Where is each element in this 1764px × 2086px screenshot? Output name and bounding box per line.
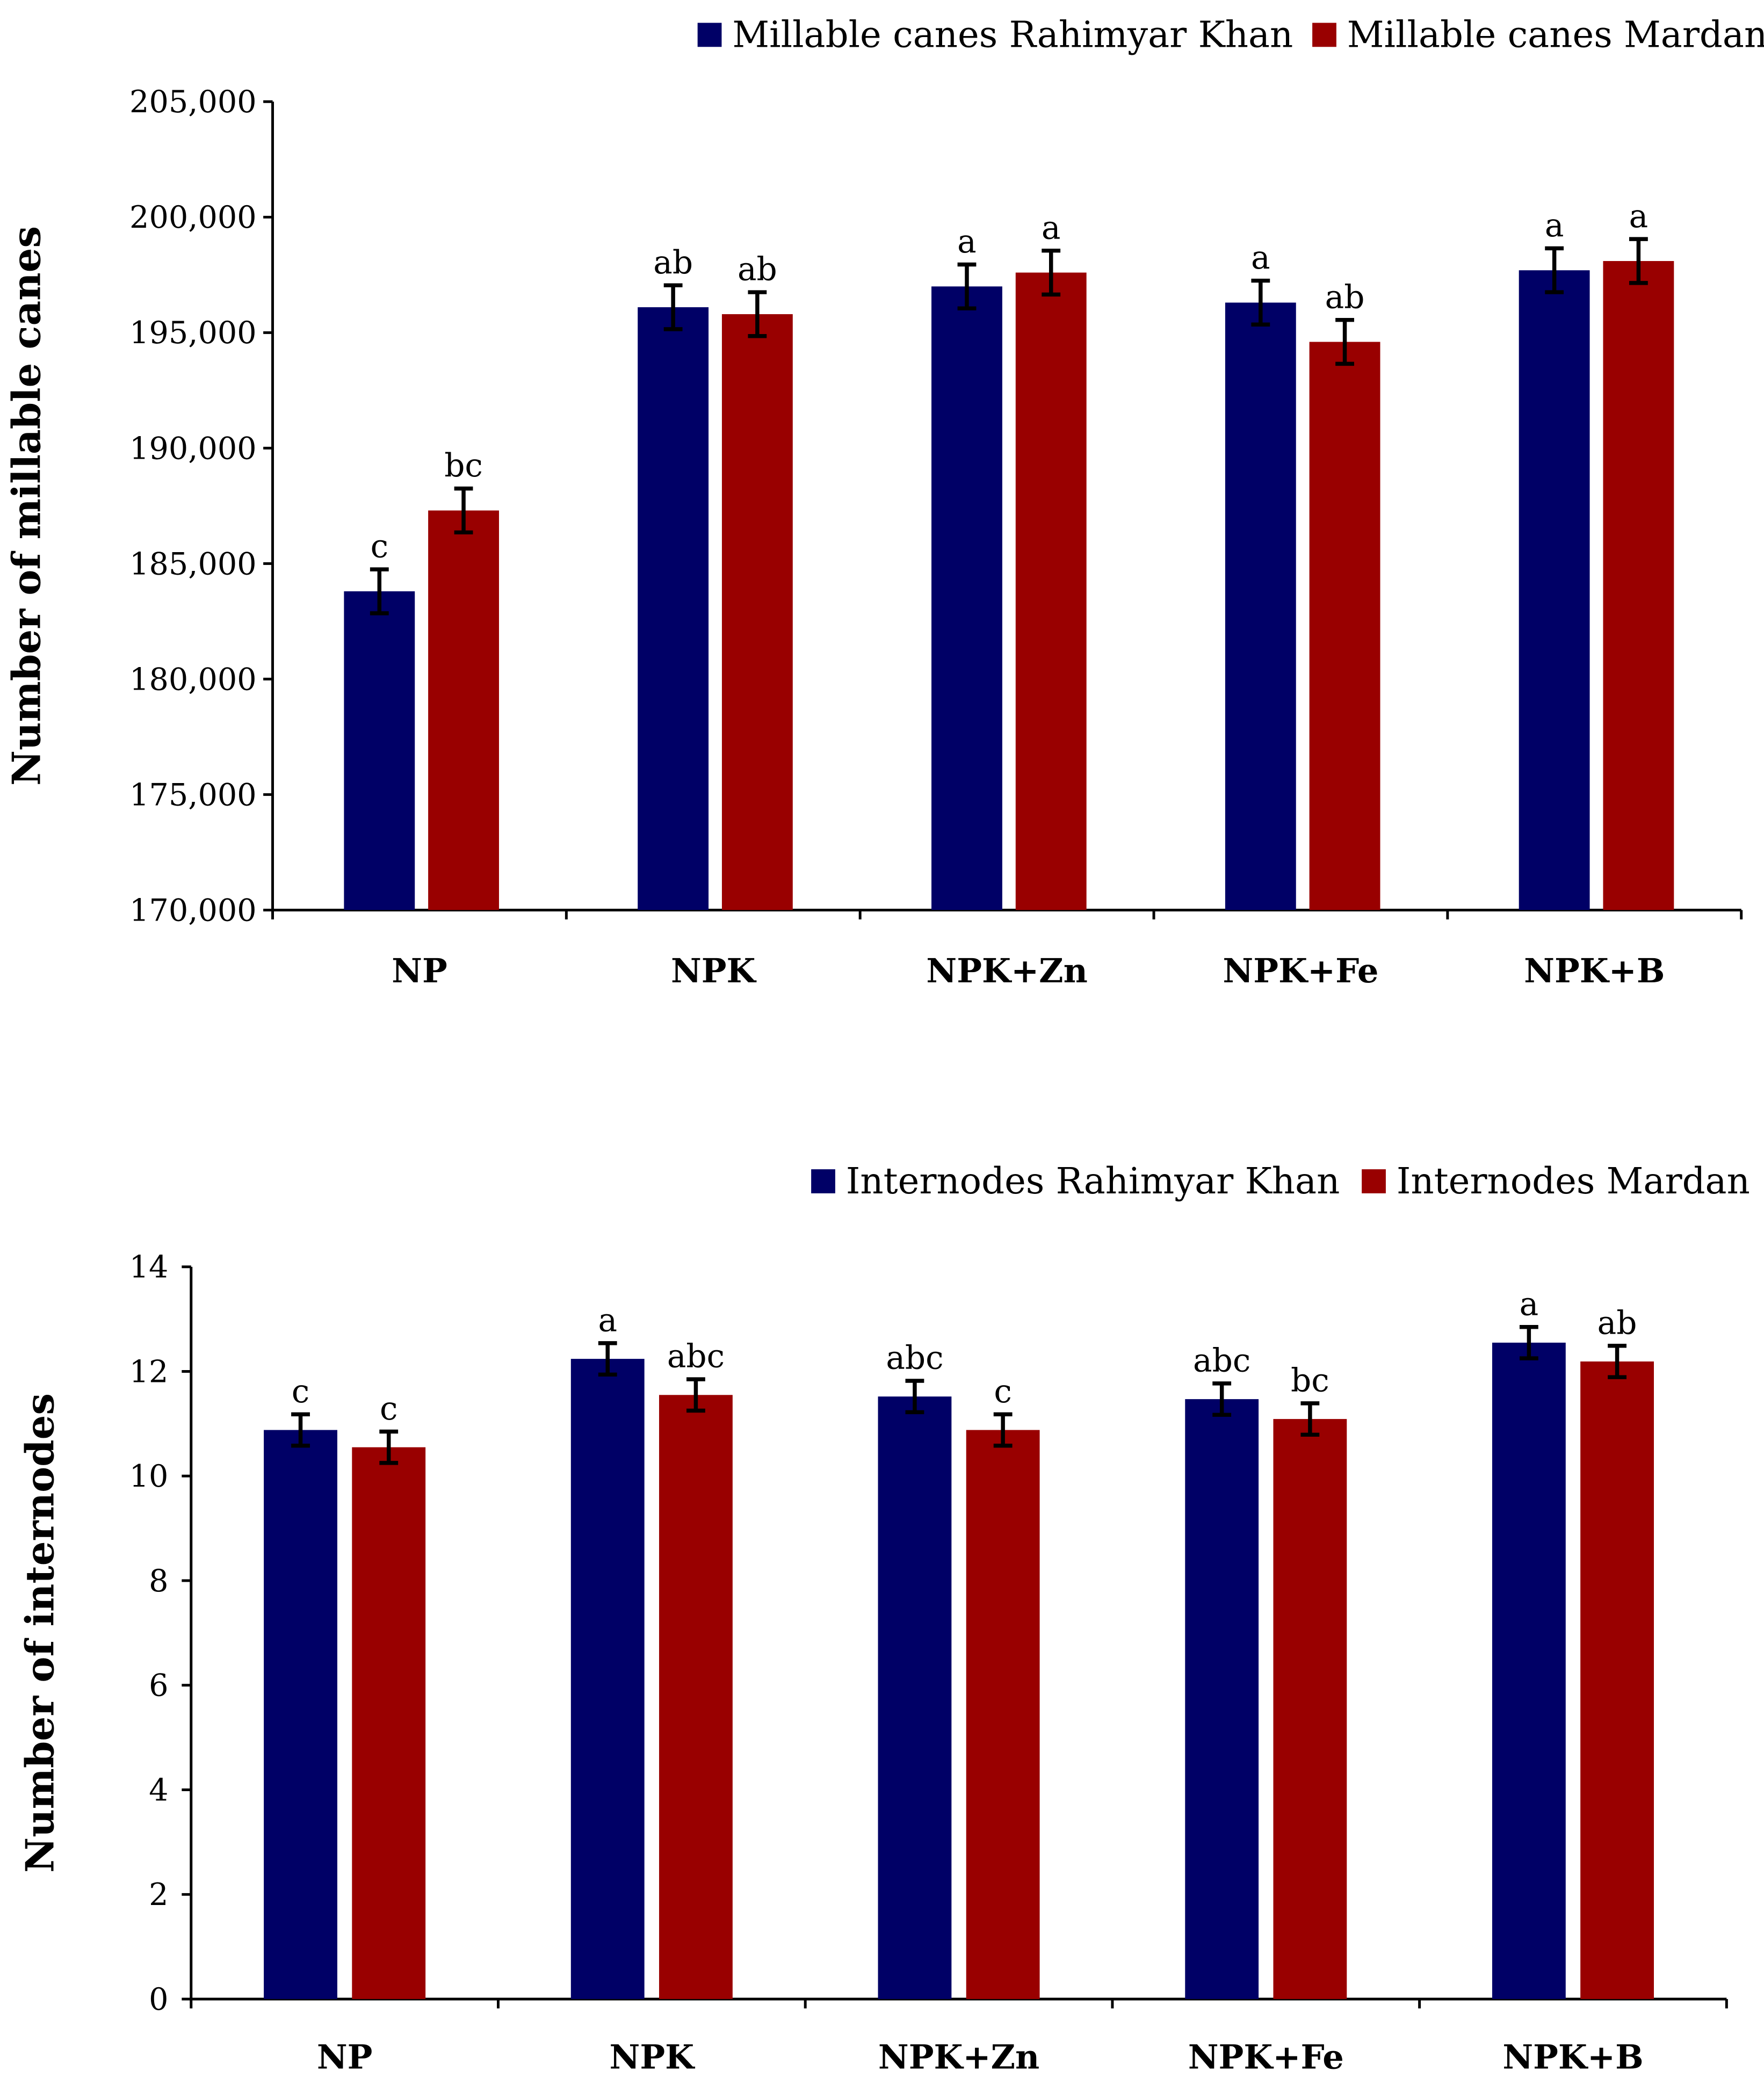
x-tick-label: NPK+B <box>1502 2037 1643 2076</box>
legend-swatch <box>811 1169 835 1193</box>
significance-letter: bc <box>444 447 483 484</box>
legend-label: Millable canes Rahimyar Khan <box>732 13 1293 55</box>
chart-internodes: 0 2 4 6 8 10 12 14 NP NPK NPK+Zn NPK+Fe NPK+B Number … <box>18 1160 1750 2077</box>
legend-label: Internodes Rahimyar Khan <box>846 1160 1340 1202</box>
legend-swatch <box>1312 23 1336 47</box>
x-tick-label: NPK <box>671 951 757 990</box>
y-tick-label: 185,000 <box>129 546 257 582</box>
significance-letter: c <box>292 1373 309 1410</box>
bar <box>966 1430 1040 2000</box>
significance-letter: a <box>957 223 977 260</box>
bar <box>1492 1342 1566 2000</box>
x-tick-label: NP <box>392 951 447 990</box>
y-tick-label: 180,000 <box>129 662 257 697</box>
significance-letter: abc <box>667 1338 725 1375</box>
y-tick-label: 190,000 <box>129 431 257 466</box>
y-tick-label: 0 <box>149 1982 168 2017</box>
y-tick-label: 200,000 <box>129 200 257 235</box>
significance-letter: c <box>994 1373 1011 1410</box>
legend-swatch <box>1362 1169 1386 1193</box>
legend-swatch <box>697 23 722 47</box>
x-tick-label: NPK+Fe <box>1223 951 1378 990</box>
bar <box>428 510 499 910</box>
bar <box>1225 302 1296 910</box>
x-tick-label: NPK+B <box>1524 951 1665 990</box>
y-tick-label: 14 <box>129 1250 169 1285</box>
bar <box>1519 270 1590 910</box>
bar <box>344 591 415 910</box>
significance-letter: a <box>598 1302 617 1339</box>
bar <box>570 1359 645 2000</box>
y-tick-label: 2 <box>149 1877 168 1913</box>
x-tick-label: NPK+Zn <box>878 2037 1039 2076</box>
significance-letter: c <box>380 1390 397 1428</box>
y-tick-label: 205,000 <box>129 84 257 120</box>
bar <box>878 1396 952 2000</box>
x-tick-label: NP <box>317 2037 373 2076</box>
x-tick-label: NPK+Zn <box>926 951 1087 990</box>
significance-letter: ab <box>653 244 693 281</box>
significance-letter: abc <box>886 1340 943 1377</box>
chart-millable-canes: 170,000 175,000 180,000 185,000 190,000 195,0… <box>4 13 1764 990</box>
y-tick-label: 195,000 <box>129 315 257 351</box>
bar <box>659 1395 733 2000</box>
bar <box>1580 1361 1654 2000</box>
significance-letter: a <box>1251 240 1270 277</box>
x-tick-label: NPK+Fe <box>1188 2037 1344 2076</box>
significance-letter: a <box>1545 207 1564 244</box>
significance-letter: a <box>1629 198 1649 235</box>
significance-letter: abc <box>1193 1342 1250 1379</box>
legend-label: Internodes Mardan <box>1397 1160 1750 1202</box>
y-tick-label: 175,000 <box>129 777 257 813</box>
bar <box>931 286 1002 910</box>
bar <box>1015 272 1087 910</box>
bar <box>638 307 709 910</box>
significance-letter: ab <box>1597 1305 1637 1342</box>
bar <box>1185 1399 1259 2000</box>
y-axis-label: Number of internodes <box>18 1393 63 1873</box>
bar <box>1603 261 1674 910</box>
significance-letter: a <box>1042 209 1061 247</box>
bar <box>352 1447 426 2000</box>
bar <box>1273 1419 1347 2000</box>
y-tick-label: 12 <box>129 1354 169 1389</box>
significance-letter: a <box>1520 1286 1539 1323</box>
significance-letter: ab <box>1325 279 1365 316</box>
y-tick-label: 4 <box>149 1772 168 1808</box>
bar <box>264 1430 337 2000</box>
y-axis-label: Number of millable canes <box>4 226 50 786</box>
bar <box>1309 342 1380 910</box>
legend-label: Millable canes Mardan <box>1347 13 1764 55</box>
x-tick-label: NPK <box>610 2037 696 2076</box>
y-tick-label: 6 <box>149 1668 168 1704</box>
bar <box>721 314 793 910</box>
significance-letter: bc <box>1291 1362 1329 1399</box>
y-tick-label: 10 <box>129 1459 169 1494</box>
y-tick-label: 170,000 <box>129 893 257 928</box>
significance-letter: c <box>371 528 388 566</box>
y-tick-label: 8 <box>149 1563 168 1599</box>
significance-letter: ab <box>738 251 777 288</box>
